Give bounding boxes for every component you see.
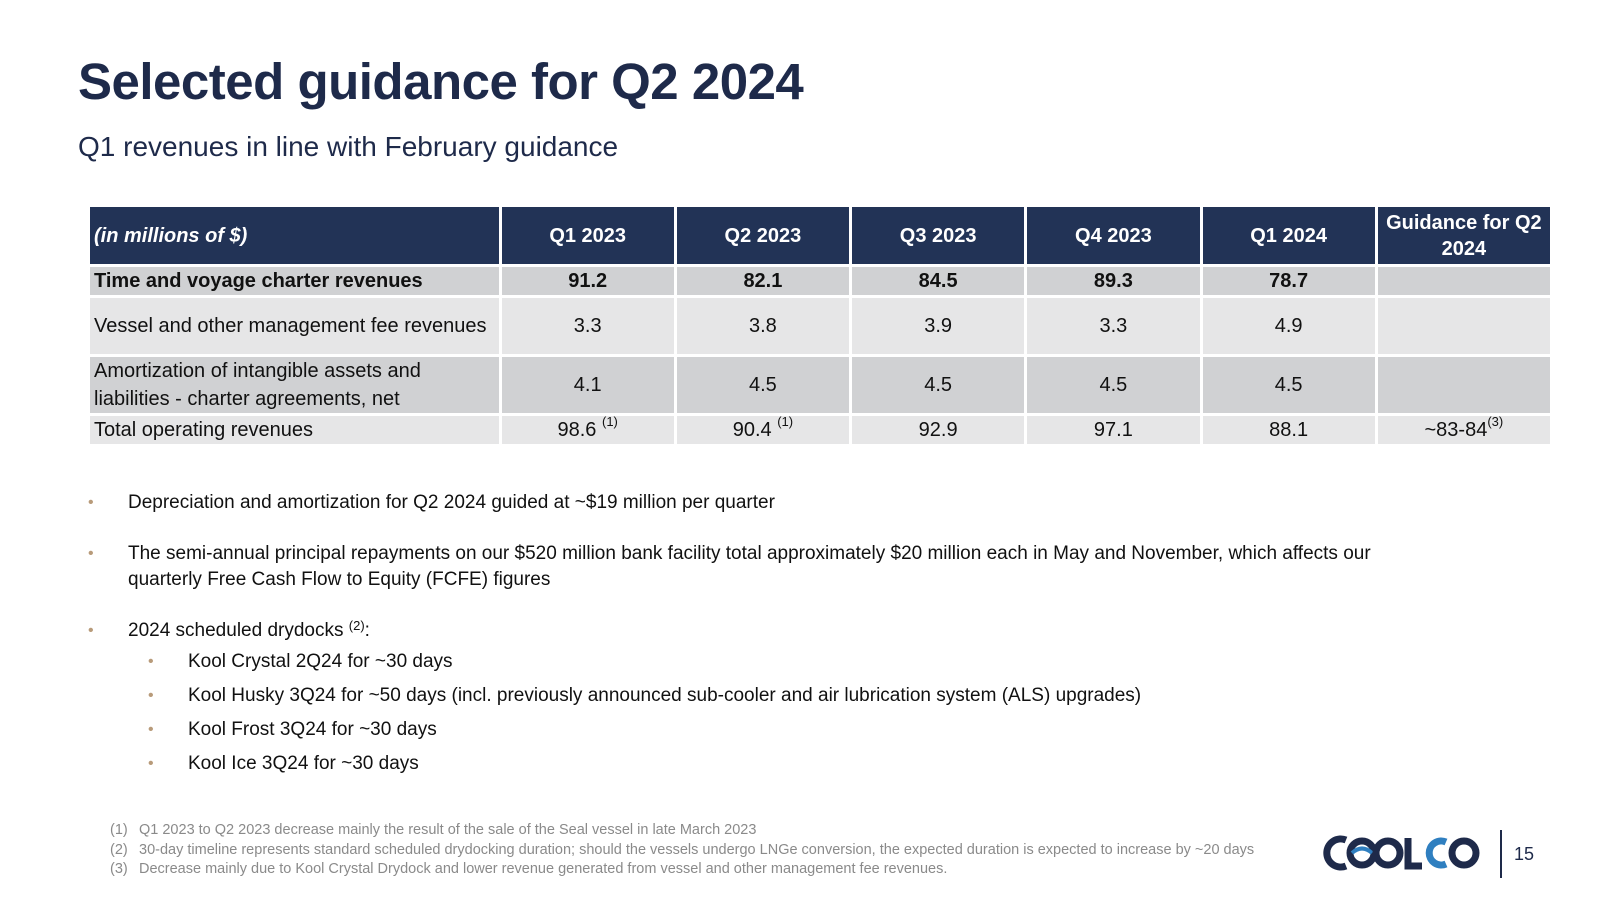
header-units: (in millions of $): [90, 207, 499, 264]
footnote: (1) Q1 2023 to Q2 2023 decrease mainly t…: [110, 821, 1254, 841]
cell-value: 4.1: [501, 357, 674, 413]
header-q1-2024: Q1 2024: [1202, 207, 1375, 264]
table-row: Time and voyage charter revenues 91.2 82…: [90, 267, 1550, 295]
bullet-text: Depreciation and amortization for Q2 202…: [128, 492, 775, 513]
footnote-text: Q1 2023 to Q2 2023 decrease mainly the r…: [139, 822, 757, 838]
bullet-depreciation: • Depreciation and amortization for Q2 2…: [88, 490, 1388, 516]
cell-value: [1377, 267, 1550, 295]
footnote-ref: (3): [1487, 413, 1504, 429]
sub-bullet-text: Kool Ice 3Q24 for ~30 days: [188, 753, 419, 774]
row-label: Vessel and other management fee revenues: [90, 298, 499, 354]
footnote-ref: (1): [601, 413, 618, 429]
value-text: 98.6: [557, 418, 597, 441]
cell-value: 3.9: [852, 298, 1025, 354]
value-text: ~83-84: [1424, 418, 1488, 441]
cell-value: 91.2: [501, 267, 674, 295]
cell-value: 4.9: [1202, 298, 1375, 354]
sub-bullet: • Kool Ice 3Q24 for ~30 days: [88, 751, 1388, 777]
footnote-number: (1): [110, 822, 128, 838]
footnote-number: (2): [110, 841, 128, 858]
sub-bullet-text: Kool Husky 3Q24 for ~50 days (incl. prev…: [188, 685, 1142, 706]
page-title: Selected guidance for Q2 2024: [78, 53, 804, 110]
sub-bullet: • Kool Crystal 2Q24 for ~30 days: [88, 649, 1388, 675]
footnote-ref: (1): [777, 413, 794, 429]
page-number: 15: [1514, 844, 1535, 864]
cell-value: 98.6 (1): [501, 413, 674, 444]
footnote: (3) Decrease mainly due to Kool Crystal …: [110, 860, 1254, 880]
bullet-dot-icon: •: [148, 653, 154, 670]
bullet-dot-icon: •: [148, 721, 154, 738]
cell-value: 78.7: [1202, 267, 1375, 295]
row-label: Total operating revenues: [90, 416, 499, 444]
cell-value: 4.5: [676, 357, 850, 413]
page-subtitle: Q1 revenues in line with February guidan…: [78, 131, 619, 162]
cell-value: 82.1: [676, 267, 850, 295]
footnote: (2) 30-day timeline represents standard …: [110, 841, 1254, 861]
cell-value: 92.9: [852, 416, 1025, 444]
cell-value: 3.8: [676, 298, 850, 354]
cell-value: 4.5: [852, 357, 1025, 413]
bullet-repayments: • The semi-annual principal repayments o…: [88, 541, 1388, 593]
table-row: Vessel and other management fee revenues…: [90, 298, 1550, 354]
revenue-table: (in millions of $) Q1 2023 Q2 2023 Q3 20…: [87, 204, 1553, 447]
cell-value: 3.3: [1027, 298, 1200, 354]
cell-value: 88.1: [1202, 416, 1375, 444]
row-label: Amortization of intangible assets and li…: [90, 357, 499, 413]
drydock-sub-list: • Kool Crystal 2Q24 for ~30 days • Kool …: [88, 649, 1388, 777]
footnote-number: (3): [110, 861, 128, 877]
bullet-text: The semi-annual principal repayments on …: [128, 543, 1371, 590]
bullet-list: • Depreciation and amortization for Q2 2…: [88, 490, 1388, 785]
sub-bullet-text: Kool Crystal 2Q24 for ~30 days: [188, 651, 453, 672]
cell-value: 97.1: [1027, 416, 1200, 444]
coolco-logo-icon: [1323, 835, 1480, 871]
cell-value: 3.3: [501, 298, 674, 354]
header-guidance: Guidance for Q2 2024: [1377, 207, 1550, 264]
row-label: Time and voyage charter revenues: [90, 267, 499, 295]
table-row-total: Total operating revenues 98.6 (1) 90.4 (…: [90, 413, 1550, 444]
header-q1-2023: Q1 2023: [501, 207, 674, 264]
cell-value: 84.5: [852, 267, 1025, 295]
cell-value: ~83-84(3): [1377, 413, 1550, 444]
cell-value: [1377, 298, 1550, 354]
cell-value: 89.3: [1027, 267, 1200, 295]
header-q2-2023: Q2 2023: [676, 207, 850, 264]
table-header-row: (in millions of $) Q1 2023 Q2 2023 Q3 20…: [90, 207, 1550, 264]
footnote-ref: (2): [348, 618, 365, 633]
footnote-text: 30-day timeline represents standard sche…: [139, 841, 1255, 858]
cell-value: 4.5: [1202, 357, 1375, 413]
bullet-dot-icon: •: [148, 687, 154, 704]
bullet-text: 2024 scheduled drydocks: [128, 620, 344, 641]
cell-value: 90.4 (1): [676, 413, 850, 444]
header-q3-2023: Q3 2023: [852, 207, 1025, 264]
cell-value: [1377, 357, 1550, 413]
sub-bullet-text: Kool Frost 3Q24 for ~30 days: [188, 719, 437, 740]
bullet-dot-icon: •: [88, 545, 94, 562]
sub-bullet: • Kool Frost 3Q24 for ~30 days: [88, 717, 1388, 743]
value-text: 90.4: [732, 418, 772, 441]
footnotes: (1) Q1 2023 to Q2 2023 decrease mainly t…: [110, 821, 1254, 880]
sub-bullet: • Kool Husky 3Q24 for ~50 days (incl. pr…: [88, 683, 1388, 709]
cell-value: 4.5: [1027, 357, 1200, 413]
bullet-dot-icon: •: [148, 755, 154, 772]
bullet-drydocks: • 2024 scheduled drydocks (2):: [88, 618, 1388, 644]
table-row: Amortization of intangible assets and li…: [90, 357, 1550, 413]
bullet-suffix: :: [364, 620, 370, 641]
header-q4-2023: Q4 2023: [1027, 207, 1200, 264]
logo-divider: [1500, 830, 1502, 878]
footnote-text: Decrease mainly due to Kool Crystal Dryd…: [139, 861, 948, 877]
bullet-dot-icon: •: [88, 622, 94, 639]
bullet-dot-icon: •: [88, 494, 94, 511]
